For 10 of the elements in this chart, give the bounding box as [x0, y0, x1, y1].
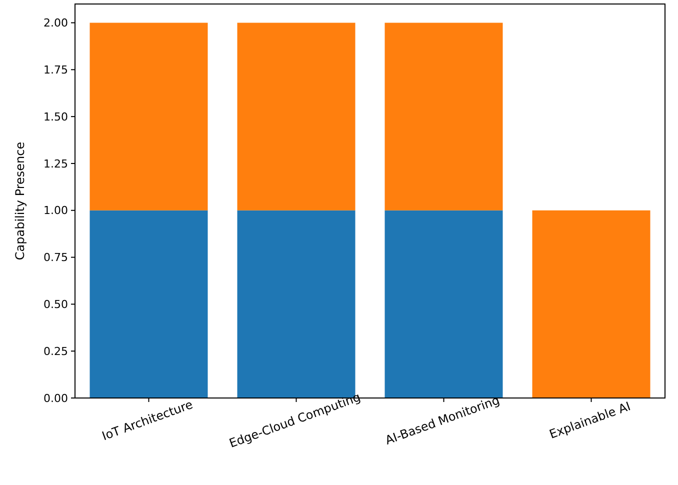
y-tick-label: 0.50 — [44, 298, 68, 312]
y-tick-label: 0.00 — [44, 392, 68, 405]
y-tick-label: 1.25 — [44, 157, 68, 170]
y-tick-label: 0.25 — [44, 344, 68, 358]
y-tick-label: 1.75 — [44, 64, 68, 77]
y-tick-label: 1.00 — [44, 204, 68, 218]
y-tick-label: 1.50 — [44, 110, 68, 124]
y-tick-label: 0.75 — [44, 251, 68, 264]
y-tick-label: 2.00 — [44, 16, 68, 30]
y-axis-title: Capability Presence — [13, 142, 27, 260]
